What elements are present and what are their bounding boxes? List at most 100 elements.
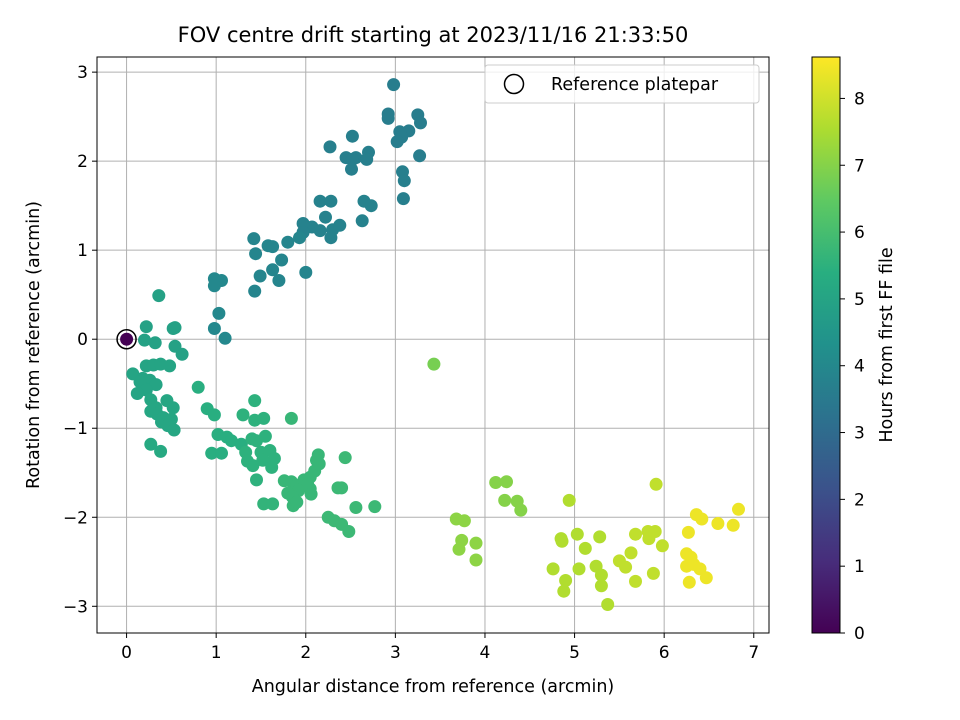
data-point xyxy=(345,129,359,143)
data-point xyxy=(152,289,166,303)
data-point xyxy=(570,527,584,541)
data-point xyxy=(629,574,642,588)
colorbar-tick-label: 6 xyxy=(854,223,865,243)
data-point xyxy=(349,501,363,514)
x-tick-label: 7 xyxy=(748,643,759,663)
x-tick-label: 6 xyxy=(659,643,670,663)
data-point xyxy=(215,446,228,460)
data-point xyxy=(555,534,569,548)
chart-title: FOV centre drift starting at 2023/11/16 … xyxy=(178,23,689,47)
colorbar-label: Hours from first FF file xyxy=(877,247,897,442)
colorbar-tick-label: 7 xyxy=(854,156,865,176)
data-point xyxy=(414,116,427,130)
x-tick-label: 2 xyxy=(300,643,311,663)
data-point xyxy=(284,411,298,425)
data-point xyxy=(578,541,592,555)
colorbar-tick-label: 8 xyxy=(854,89,865,109)
data-point xyxy=(236,408,250,422)
data-point xyxy=(489,476,503,489)
data-point xyxy=(266,497,280,511)
data-point xyxy=(413,149,427,163)
data-point xyxy=(323,140,337,154)
data-point xyxy=(642,532,656,546)
x-tick-label: 3 xyxy=(390,643,401,663)
data-point xyxy=(212,306,226,320)
data-point xyxy=(338,451,352,465)
data-point xyxy=(207,408,221,422)
legend-box xyxy=(484,64,760,104)
colorbar-frame xyxy=(811,56,841,634)
data-point xyxy=(649,477,663,491)
data-point xyxy=(130,387,144,400)
data-point xyxy=(695,512,709,526)
colorbar: 0 1 2 3 4 5 6 7 8 Hours from first FF file xyxy=(811,56,897,644)
x-tick-label: 0 xyxy=(121,643,132,663)
legend-marker-open-circle-icon xyxy=(503,73,525,95)
legend-label: Reference platepar xyxy=(551,75,719,95)
data-point xyxy=(166,401,180,415)
data-point xyxy=(175,347,189,361)
data-point xyxy=(452,542,466,556)
data-point xyxy=(149,378,163,392)
data-point xyxy=(290,495,304,509)
data-point xyxy=(207,279,221,293)
axis-ticks: 0 1 2 3 4 5 6 7 −3 −2 −1 0 1 2 3 xyxy=(63,63,759,663)
data-point xyxy=(593,530,607,544)
data-point xyxy=(368,500,382,514)
colorbar-tick-label: 3 xyxy=(854,424,865,444)
data-point xyxy=(594,568,608,582)
data-point xyxy=(557,584,571,598)
data-point xyxy=(253,269,267,283)
data-point xyxy=(248,284,262,298)
colorbar-ticks: 0 1 2 3 4 5 6 7 8 xyxy=(840,89,865,644)
reference-platepar-marker xyxy=(116,328,137,350)
x-tick-label: 1 xyxy=(211,643,222,663)
data-point xyxy=(601,598,615,611)
data-point xyxy=(218,331,232,345)
data-point xyxy=(265,460,279,474)
data-point xyxy=(387,78,401,92)
data-point xyxy=(313,194,327,208)
data-point xyxy=(324,231,338,245)
plot-area-frame xyxy=(96,56,770,634)
data-point xyxy=(299,265,313,279)
data-point xyxy=(559,574,573,587)
x-tick-label: 4 xyxy=(480,643,491,663)
data-point xyxy=(457,514,471,528)
y-tick-label: 2 xyxy=(77,152,88,172)
y-tick-label: −3 xyxy=(63,597,88,617)
y-tick-label: 3 xyxy=(77,63,88,83)
data-point xyxy=(732,502,745,516)
data-point xyxy=(266,263,280,277)
data-point xyxy=(272,274,286,287)
data-point xyxy=(313,224,327,238)
data-point xyxy=(355,214,369,228)
data-point xyxy=(381,111,395,125)
data-point xyxy=(342,525,356,538)
data-point xyxy=(624,546,638,560)
data-point xyxy=(562,493,576,507)
data-point xyxy=(498,493,512,507)
y-tick-label: 0 xyxy=(77,330,88,350)
data-point xyxy=(163,359,177,373)
data-point xyxy=(726,518,740,532)
data-point xyxy=(166,322,180,335)
data-point xyxy=(324,194,338,208)
data-point xyxy=(257,411,271,425)
data-point xyxy=(335,481,349,495)
data-point xyxy=(397,174,411,188)
data-point xyxy=(249,247,263,261)
data-point xyxy=(293,231,306,245)
data-point xyxy=(281,235,295,249)
data-point xyxy=(364,199,378,213)
colorbar-tick-label: 4 xyxy=(854,357,865,377)
data-point xyxy=(546,562,560,576)
data-point xyxy=(427,357,441,371)
data-point xyxy=(396,192,410,206)
data-point xyxy=(120,332,134,346)
data-point xyxy=(144,437,158,451)
data-point xyxy=(205,446,219,460)
data-point xyxy=(138,333,151,347)
data-point xyxy=(655,539,669,553)
